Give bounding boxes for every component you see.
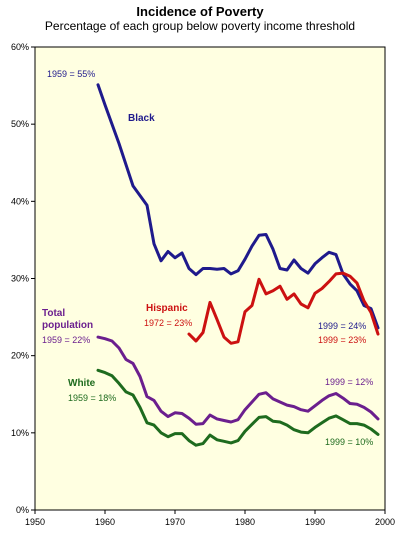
- series-line-white: [96, 368, 380, 447]
- series-line-hispanic: [187, 271, 380, 345]
- series-line-black: [96, 83, 380, 330]
- plot-area: [34, 46, 386, 511]
- label-total-1999: 1999 = 12%: [325, 377, 373, 387]
- label-total-name-line2: population: [42, 320, 93, 331]
- x-tick-label: 1990: [305, 517, 325, 527]
- label-white-1959: 1959 = 18%: [68, 393, 116, 403]
- series-lines: [96, 83, 380, 447]
- x-axis: 1950 1960 1970 1980 1990 2000: [25, 510, 395, 527]
- series-line-total-population: [96, 335, 380, 426]
- label-hispanic-1972: 1972 = 23%: [144, 318, 192, 328]
- label-white-name: White: [68, 378, 96, 389]
- y-tick-label: 50%: [11, 119, 29, 129]
- x-tick-label: 2000: [375, 517, 395, 527]
- y-tick-label: 20%: [11, 351, 29, 361]
- y-axis: 0% 10% 20% 30% 40% 50% 60%: [11, 42, 35, 515]
- y-tick-label: 30%: [11, 274, 29, 284]
- chart-subtitle: Percentage of each group below poverty i…: [44, 19, 356, 33]
- x-tick-label: 1960: [95, 517, 115, 527]
- label-black-name: Black: [128, 113, 155, 124]
- y-tick-label: 10%: [11, 428, 29, 438]
- y-tick-label: 0%: [16, 505, 29, 515]
- label-hispanic-1999: 1999 = 23%: [318, 335, 366, 345]
- x-tick-label: 1970: [165, 517, 185, 527]
- x-tick-label: 1950: [25, 517, 45, 527]
- label-total-1959: 1959 = 22%: [42, 335, 90, 345]
- label-white-1999: 1999 = 10%: [325, 437, 373, 447]
- y-tick-label: 60%: [11, 42, 29, 52]
- chart-title: Incidence of Poverty: [136, 4, 264, 19]
- label-black-1999: 1999 = 24%: [318, 321, 366, 331]
- label-black-1959: 1959 = 55%: [47, 69, 95, 79]
- y-tick-label: 40%: [11, 196, 29, 206]
- x-tick-label: 1980: [235, 517, 255, 527]
- label-total-name-line1: Total: [42, 308, 65, 319]
- label-hispanic-name: Hispanic: [146, 303, 188, 314]
